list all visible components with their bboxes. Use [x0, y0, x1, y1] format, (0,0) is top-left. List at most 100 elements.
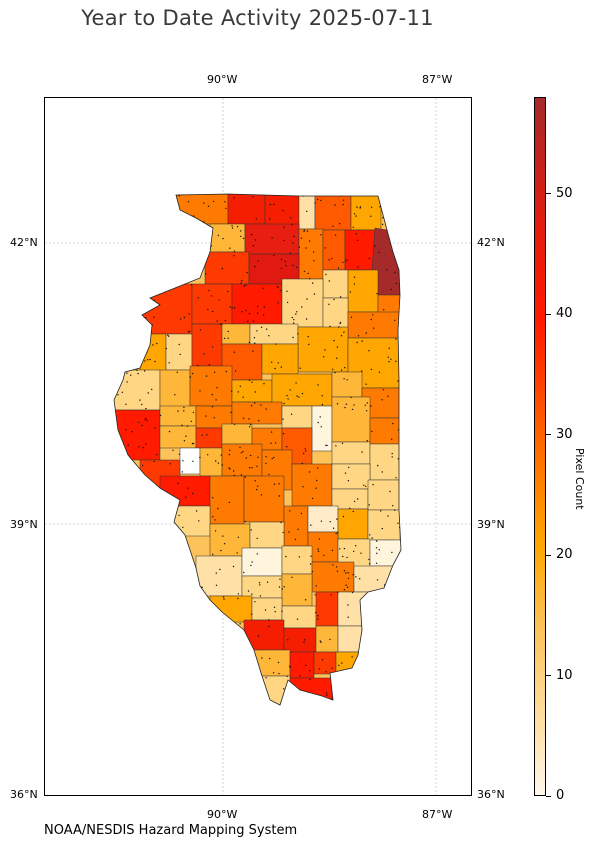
fire-point	[336, 346, 339, 348]
fire-point	[146, 420, 148, 422]
fire-point	[252, 652, 255, 654]
fire-point	[139, 399, 141, 401]
fire-point	[303, 452, 305, 455]
fire-point	[128, 591, 130, 593]
fire-point	[176, 371, 178, 373]
fire-point	[148, 196, 150, 199]
fire-point	[139, 568, 142, 570]
fire-point	[262, 287, 264, 289]
fire-point	[347, 480, 350, 482]
fire-point	[395, 360, 397, 362]
fire-point	[136, 264, 139, 266]
fire-point	[209, 670, 212, 672]
fire-point	[145, 289, 148, 291]
fire-point	[296, 395, 298, 397]
fire-point	[297, 528, 299, 530]
fire-point	[146, 359, 149, 361]
fire-point	[201, 586, 203, 588]
fire-point	[214, 371, 216, 373]
fire-point	[233, 351, 236, 353]
fire-point	[142, 447, 144, 449]
fire-point	[274, 367, 276, 370]
fire-point	[147, 663, 150, 665]
fire-point	[147, 666, 150, 668]
fire-point	[366, 615, 368, 617]
fire-point	[135, 226, 137, 228]
fire-point	[340, 369, 343, 371]
fire-point	[311, 497, 314, 500]
fire-point	[240, 452, 243, 454]
fire-point	[258, 420, 260, 422]
fire-point	[293, 235, 295, 238]
fire-point	[384, 690, 386, 693]
fire-point	[245, 284, 247, 286]
fire-point	[301, 462, 303, 465]
fire-point	[332, 368, 334, 371]
fire-point	[394, 631, 396, 633]
fire-point	[382, 389, 385, 391]
fire-point	[356, 341, 358, 344]
fire-point	[353, 283, 356, 285]
fire-point	[228, 501, 230, 504]
fire-point	[223, 598, 225, 600]
fire-point	[156, 637, 158, 639]
fire-point	[321, 659, 324, 661]
fire-point	[111, 423, 112, 424]
fire-point	[356, 206, 358, 208]
fire-point	[130, 505, 133, 507]
fire-point	[393, 195, 395, 197]
county-calhoun	[159, 475, 211, 507]
fire-point	[236, 655, 239, 657]
fire-point	[137, 573, 140, 576]
fire-point	[273, 254, 275, 257]
fire-point	[273, 483, 276, 485]
fire-point	[331, 549, 334, 552]
fire-point	[341, 671, 343, 673]
fire-point	[353, 276, 356, 278]
fire-point	[334, 372, 336, 374]
fire-point	[123, 596, 126, 599]
county-logan	[231, 401, 283, 425]
fire-point	[214, 530, 217, 532]
fire-point	[397, 458, 399, 460]
fire-point	[328, 303, 330, 305]
fire-point	[279, 289, 282, 292]
fire-point	[268, 619, 270, 621]
fire-point	[141, 424, 143, 427]
fire-point	[251, 381, 253, 383]
fire-point	[250, 529, 252, 531]
county-mchenry	[314, 194, 352, 231]
fire-point	[241, 280, 243, 282]
fire-point	[233, 474, 236, 477]
fire-point	[307, 700, 309, 702]
fire-point	[227, 290, 229, 293]
fire-point	[194, 593, 196, 595]
fire-point	[278, 483, 280, 485]
fire-point	[263, 314, 265, 316]
fire-point	[239, 623, 241, 625]
fire-point	[179, 600, 181, 602]
fire-point	[317, 548, 319, 550]
fire-point	[149, 294, 152, 296]
county-edgar	[369, 443, 401, 481]
fire-point	[398, 272, 400, 275]
fire-point	[271, 458, 273, 460]
fire-point	[130, 221, 132, 223]
fire-point	[137, 348, 139, 350]
fire-point	[365, 485, 367, 487]
county-knox	[191, 323, 223, 367]
county-kankakee	[347, 311, 401, 339]
fire-point	[219, 323, 222, 325]
fire-point	[170, 510, 173, 513]
fire-point	[257, 305, 259, 308]
fire-point	[220, 549, 222, 552]
fire-point	[248, 341, 250, 344]
illinois-state-outline	[113, 193, 402, 706]
fire-point	[248, 379, 251, 381]
fire-point	[263, 383, 265, 385]
fire-point	[389, 490, 391, 493]
fire-point	[301, 392, 304, 395]
colorbar-label-20: 20	[556, 547, 573, 562]
fire-point	[357, 703, 359, 705]
fire-point	[391, 627, 393, 629]
